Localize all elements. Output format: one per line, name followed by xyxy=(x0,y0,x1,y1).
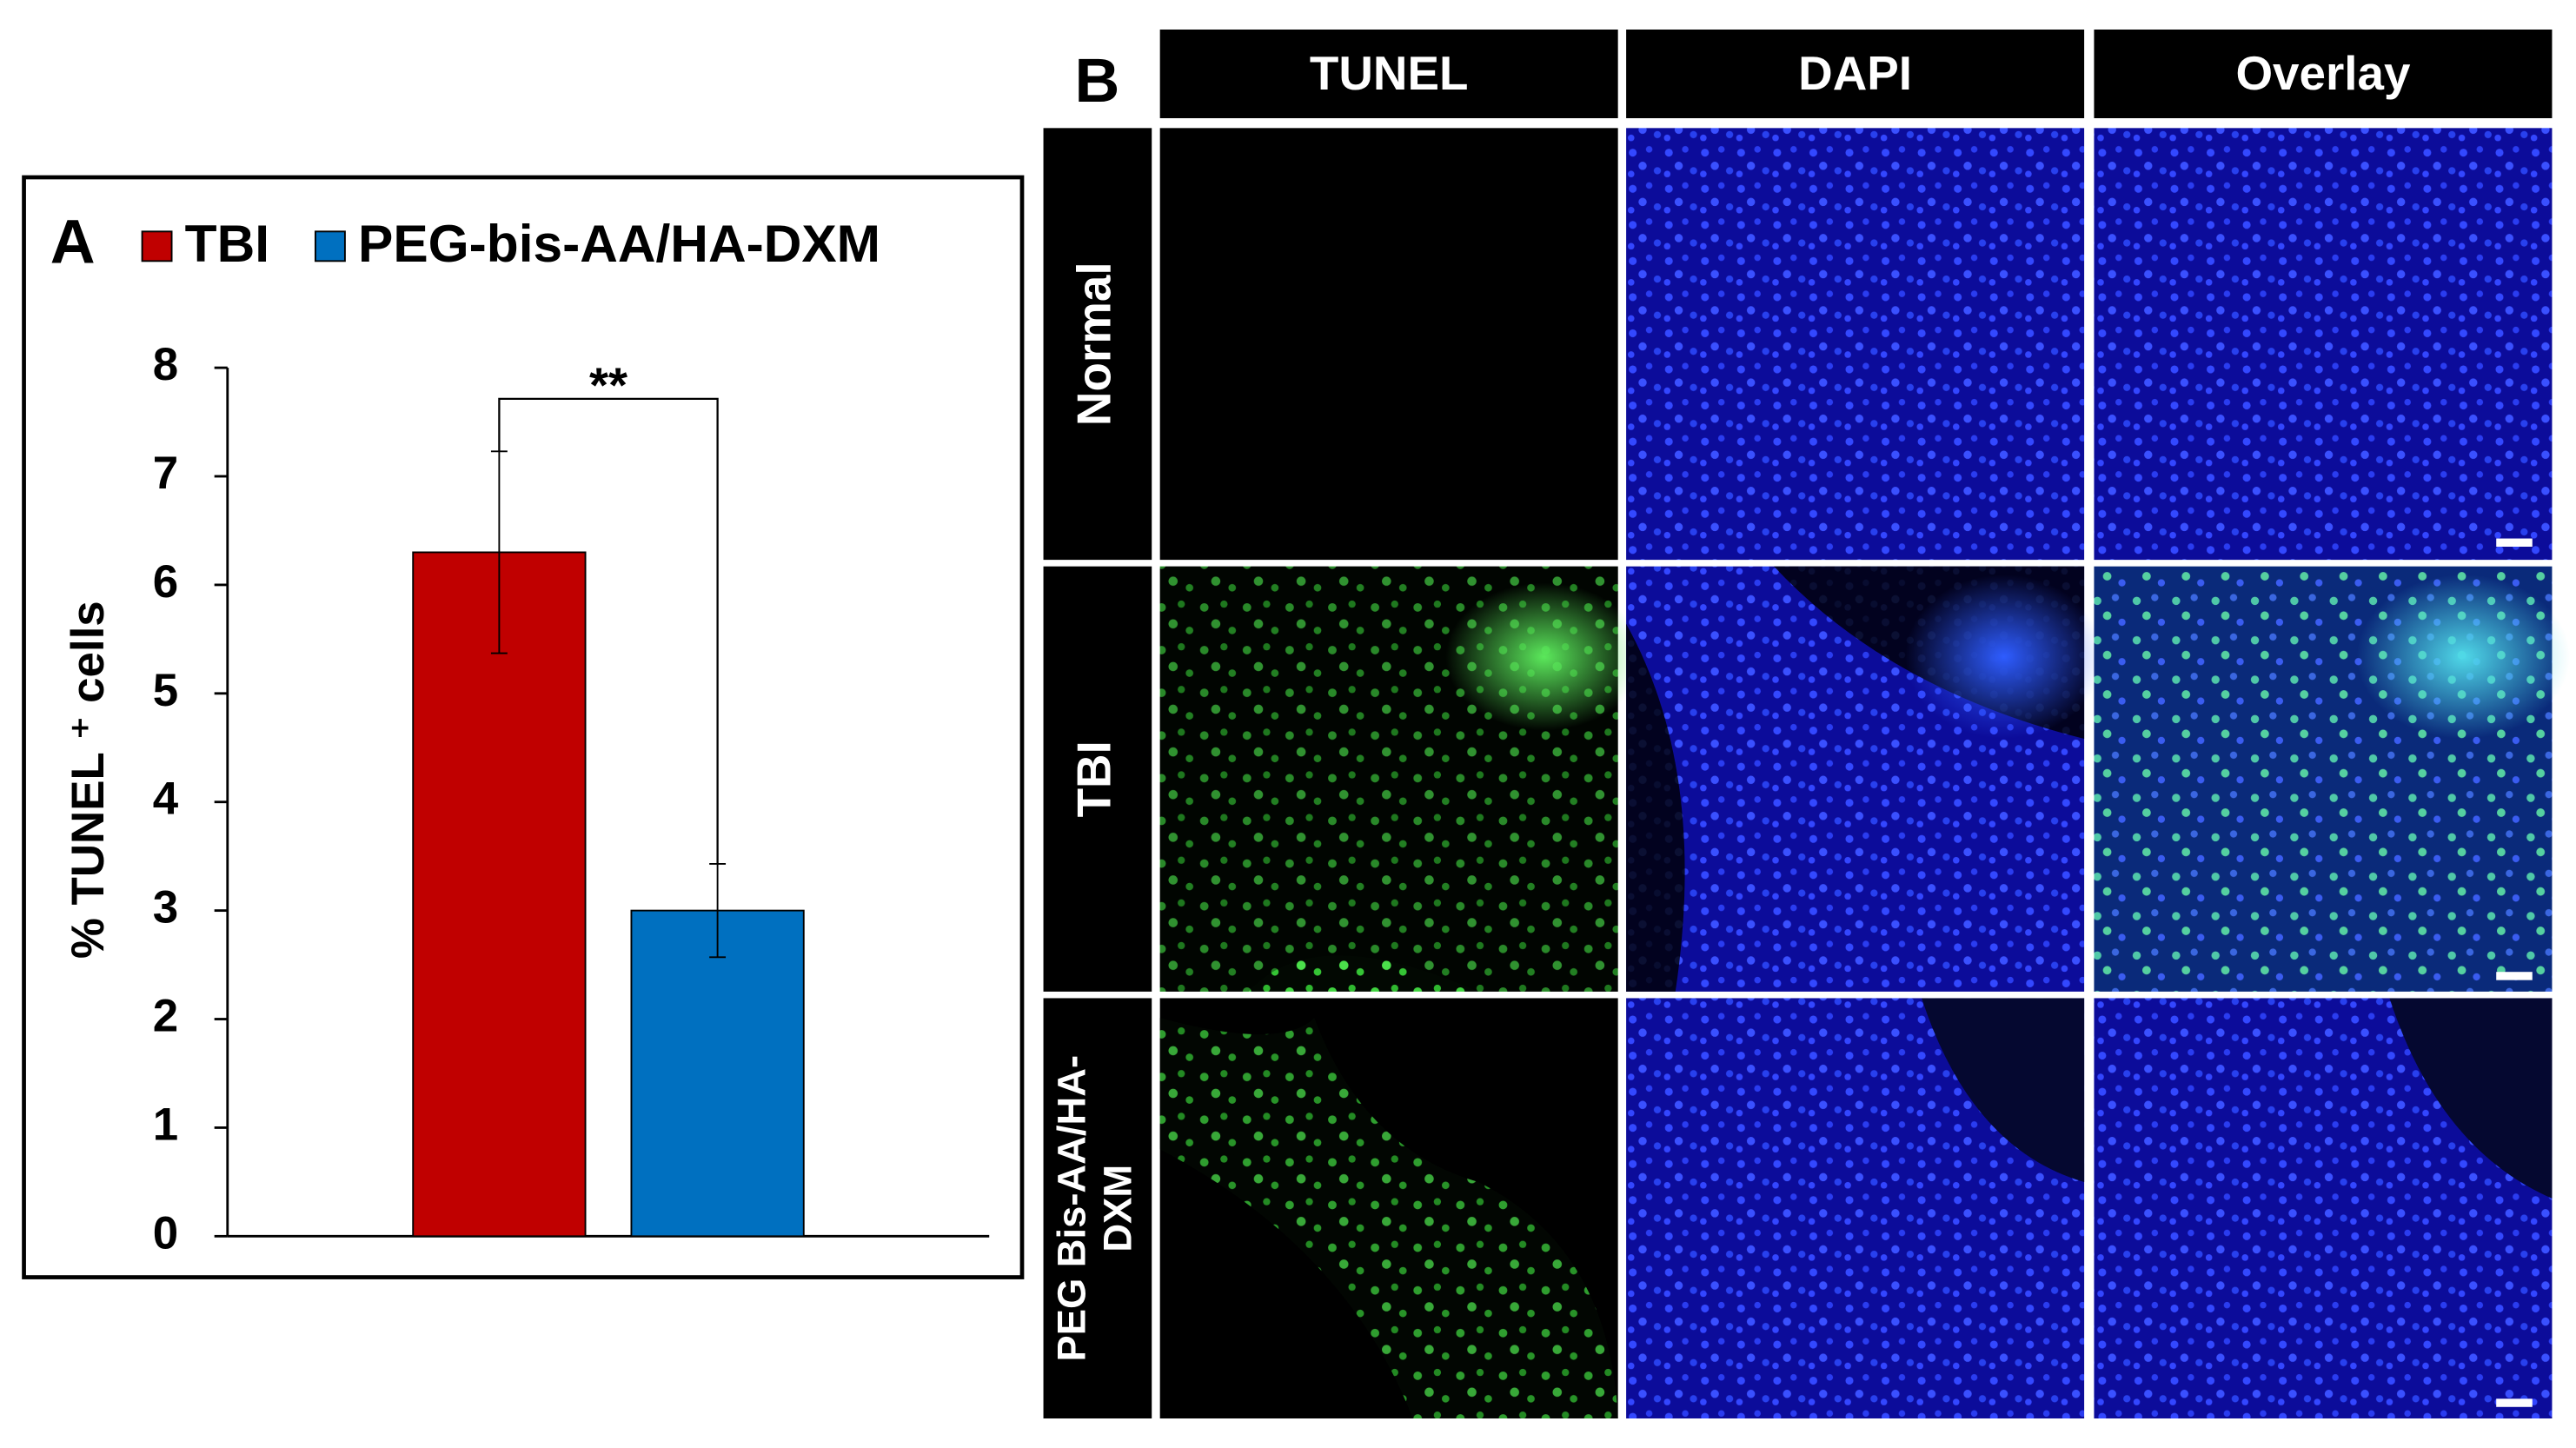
micrograph-glow xyxy=(1905,575,2102,739)
panel-a-frame xyxy=(22,175,1025,1279)
y-tick-label: 8 xyxy=(153,339,178,390)
y-tick-label: 5 xyxy=(153,665,178,716)
row-header: Normal xyxy=(1066,262,1120,426)
bar xyxy=(630,909,805,1238)
panel-label: B xyxy=(1074,46,1119,116)
row-header-box xyxy=(1043,998,1152,1418)
column-header-box xyxy=(2094,30,2553,118)
legend-label: TBI xyxy=(185,214,269,273)
micrograph xyxy=(1159,128,1618,561)
column-header-box xyxy=(1626,30,2085,118)
y-tick-label: 3 xyxy=(153,882,178,933)
micrograph xyxy=(1626,128,2085,561)
micrograph xyxy=(2094,128,2553,561)
bar xyxy=(412,551,587,1238)
panel-label: A xyxy=(50,207,96,276)
column-header: DAPI xyxy=(1798,46,1912,100)
column-header: Overlay xyxy=(2235,46,2411,100)
micrograph-glow xyxy=(1445,582,1643,731)
significance-bracket xyxy=(498,397,719,864)
column-header: TUNEL xyxy=(1310,46,1469,100)
row-header: PEG Bis-AA/HA- xyxy=(1049,1055,1093,1362)
row-header: DXM xyxy=(1095,1165,1139,1252)
row-header: TBI xyxy=(1066,741,1120,817)
y-tick-label: 1 xyxy=(153,1099,178,1150)
y-tick-label: 4 xyxy=(153,774,179,825)
column-header-box xyxy=(1159,30,1618,118)
legend-swatch xyxy=(314,230,346,262)
scale-bar xyxy=(2496,1398,2533,1407)
micrograph-glow xyxy=(2356,575,2571,739)
panel-b: B TUNEL DAPI Overlay Normal TBI PEG Bis-AA/HA… xyxy=(1043,30,2571,1418)
row-header-box xyxy=(1043,128,1152,561)
micrograph-cells xyxy=(1159,1018,1618,1418)
annotation: ** xyxy=(589,358,627,413)
y-tick-label: 0 xyxy=(153,1207,178,1259)
micrograph-shade xyxy=(1922,998,2085,1182)
legend-label: PEG-bis-AA/HA-DXM xyxy=(358,214,880,273)
scale-bar xyxy=(2496,538,2533,547)
y-tick-label: 6 xyxy=(153,556,178,608)
legend-swatch xyxy=(141,230,173,262)
micrograph-shade xyxy=(2389,998,2553,1199)
y-tick-label: 2 xyxy=(153,990,178,1041)
scale-bar xyxy=(2496,972,2533,980)
row-header-box xyxy=(1043,566,1152,992)
y-axis-label: % TUNEL ⁺ cells xyxy=(63,601,114,959)
y-tick-label: 7 xyxy=(153,448,178,499)
